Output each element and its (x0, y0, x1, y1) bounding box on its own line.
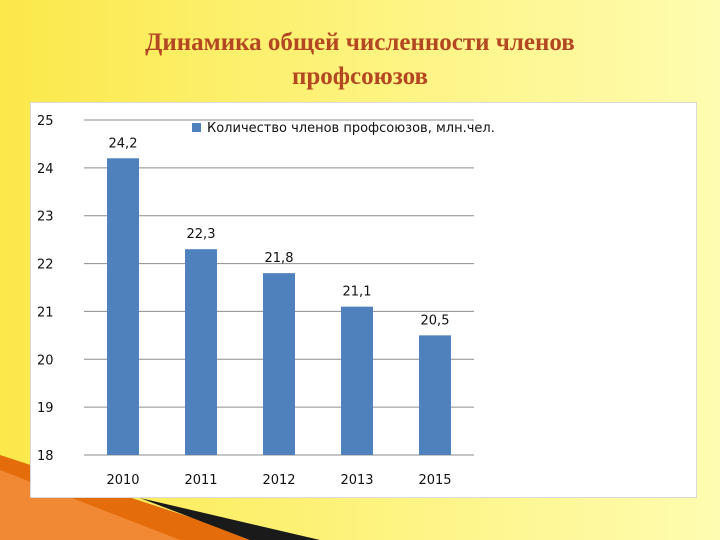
bar (185, 249, 217, 455)
data-label: 20,5 (421, 313, 450, 328)
y-tick-label: 24 (37, 162, 54, 177)
label-layer: 18 19 20 21 22 23 24 25 24,2 2010 22,3 2011 21,8 2012… (37, 114, 452, 488)
slide-title: Динамика общей численности членов профсо… (60, 26, 660, 94)
x-tick-label: 2011 (184, 473, 217, 488)
y-tick-label: 19 (37, 401, 54, 416)
x-tick-label: 2015 (418, 473, 451, 488)
slide-title-line1: Динамика общей численности членов (145, 29, 575, 56)
bar (419, 335, 451, 455)
bar-layer (107, 158, 451, 455)
y-tick-label: 22 (37, 258, 54, 273)
data-label: 21,1 (343, 285, 372, 300)
y-tick-label: 20 (37, 353, 54, 368)
bar (341, 306, 373, 455)
legend-swatch (192, 123, 201, 132)
data-label: 24,2 (109, 136, 138, 151)
slide-title-line2: профсоюзов (291, 63, 429, 90)
y-tick-label: 18 (37, 449, 54, 464)
x-tick-label: 2012 (262, 473, 295, 488)
y-tick-label: 23 (37, 210, 54, 225)
bar-chart: 18 19 20 21 22 23 24 25 24,2 2010 22,3 2011 21,8 2012… (37, 114, 495, 488)
x-tick-label: 2010 (106, 473, 139, 488)
bar (263, 273, 295, 455)
y-tick-label: 21 (37, 305, 54, 320)
y-tick-label: 25 (37, 114, 54, 129)
bar (107, 158, 139, 455)
data-label: 21,8 (265, 251, 294, 266)
legend-label: Количество членов профсоюзов, млн.чел. (207, 121, 495, 136)
x-tick-label: 2013 (340, 473, 373, 488)
chart-panel: 18 19 20 21 22 23 24 25 24,2 2010 22,3 2011 21,8 2012… (30, 102, 697, 498)
data-label: 22,3 (187, 227, 216, 242)
dark-wedge (140, 498, 320, 540)
legend: Количество членов профсоюзов, млн.чел. (192, 121, 495, 136)
